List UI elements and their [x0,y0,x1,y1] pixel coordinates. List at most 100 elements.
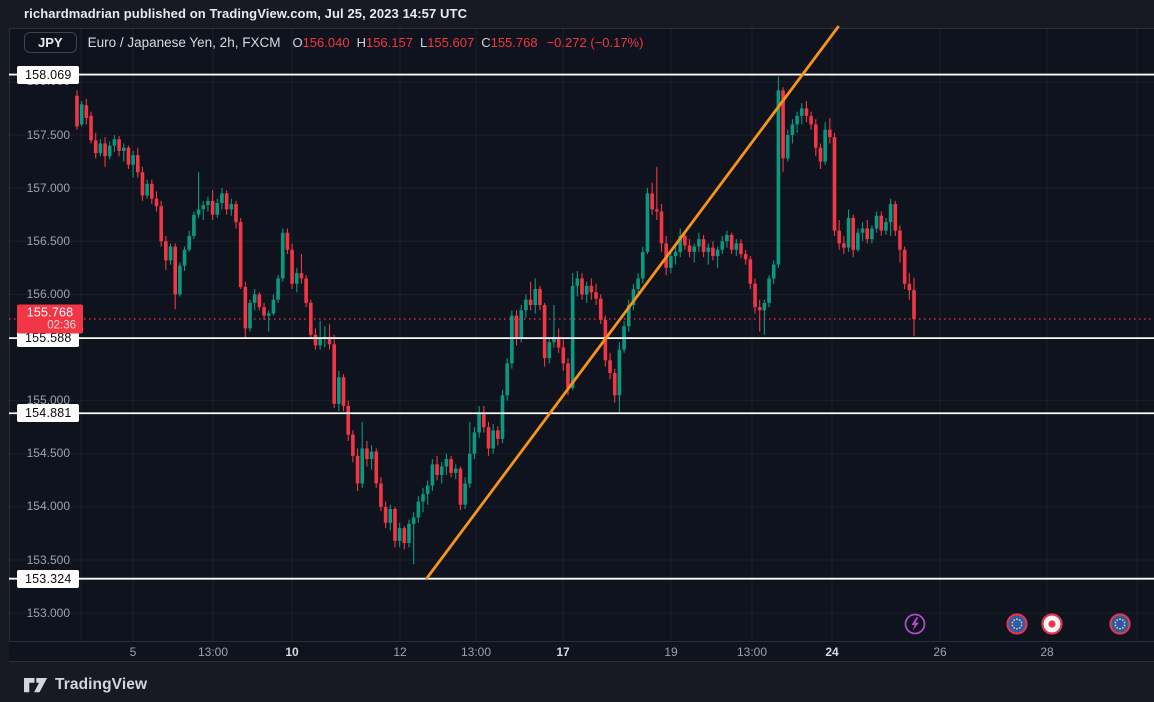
time-axis-label: 13:00 [736,645,768,659]
candle-body [753,283,757,308]
candle-body [687,245,692,252]
candle-body [238,222,243,287]
candle-body [617,349,622,396]
candle-body [580,278,584,295]
price-axis-label: 155.000 [26,393,70,408]
candle-body [421,494,425,502]
candle-body [538,289,542,305]
eu-flag-icon[interactable] [1006,613,1028,635]
price-line-badge[interactable]: 154.881 [17,404,79,423]
time-axis-label: 10 [285,645,299,659]
candle-body [584,285,589,295]
lightning-icon[interactable] [904,613,926,635]
candle-body [224,193,229,210]
candle-body [673,251,678,257]
candle-body [182,249,187,266]
chart-frame [9,28,1154,662]
candle-body [285,232,290,250]
candle-body [804,108,809,116]
candle-body [669,256,673,268]
candle-body [327,336,332,345]
candle-body [556,336,561,348]
trend-line[interactable] [425,25,840,580]
candle-body [912,290,916,320]
chart-legend: JPY Euro / Japanese Yen, 2h, FXCM O156.0… [24,31,643,53]
candle-body [201,205,206,210]
candle-body [570,285,575,388]
candle-body [842,243,846,248]
candle-body [187,235,192,250]
candle-body [168,246,173,261]
price-axis-label: 153.000 [26,605,70,620]
candle-body [271,299,276,314]
candle-body [252,294,257,303]
candle-body [799,108,804,116]
candle-body [519,310,524,339]
price-axis-label: 154.500 [26,446,70,461]
candle-body [145,183,149,196]
candle-body [524,299,528,311]
candle-body [117,139,121,151]
candle-body [360,448,365,484]
candle-body [369,451,374,460]
symbol-badge[interactable]: JPY [24,31,77,53]
time-axis[interactable] [9,641,1154,662]
candle-body [598,298,603,320]
candle-body [196,209,201,215]
candle-body [107,145,112,157]
eu-flag-icon[interactable] [1109,613,1131,635]
chart-title[interactable]: Euro / Japanese Yen, 2h, FXCM [87,34,281,50]
candle-body [631,289,636,305]
time-axis-label: 26 [933,645,947,659]
candle-body [561,347,566,364]
candle-body [645,193,650,252]
candle-body [332,344,336,404]
candle-body [678,235,683,252]
price-line-badge[interactable]: 155.588 [17,329,79,348]
candle-body [879,215,884,231]
candle-body [743,254,748,260]
price-axis-label: 154.000 [26,499,70,514]
candle-body [528,299,533,305]
candle-body [748,259,753,284]
jp-flag-icon[interactable] [1041,613,1063,635]
price-line-badge[interactable]: 158.069 [17,65,79,84]
candle-body [781,90,785,159]
candle-body [397,528,402,541]
price-line-badge[interactable]: 153.324 [17,569,79,588]
candle-body [856,232,860,250]
candle-body [697,239,701,247]
candle-body [411,517,416,524]
attribution-text: richardmadrian published on TradingView.… [24,6,468,21]
candle-body [453,468,458,473]
candle-body [692,246,697,252]
last-price-value: 155.768 [26,305,74,320]
candle-body [449,459,453,473]
candle-body [659,211,664,244]
candle-body [150,183,154,199]
candle-body [140,172,145,196]
candle-body [814,124,818,148]
candle-body [683,235,687,246]
candle-body [907,283,912,291]
candle-body [266,313,271,316]
candle-body [809,115,813,125]
candle-body [383,506,388,523]
candle-body [84,105,89,118]
time-axis-label: 5 [129,645,137,659]
tradingview-logo[interactable]: TradingView [24,676,147,694]
candle-body [121,147,126,151]
candle-body [178,265,182,295]
time-axis-label: 19 [664,645,678,659]
candle-body [439,466,444,475]
candle-body [486,427,491,449]
candle-body [898,230,902,250]
candle-body [865,228,870,240]
time-axis-label: 12 [393,645,407,659]
candle-body [346,405,351,435]
price-axis-label: 157.500 [26,127,70,142]
candle-body [477,413,481,433]
time-axis-label: 24 [825,645,839,659]
